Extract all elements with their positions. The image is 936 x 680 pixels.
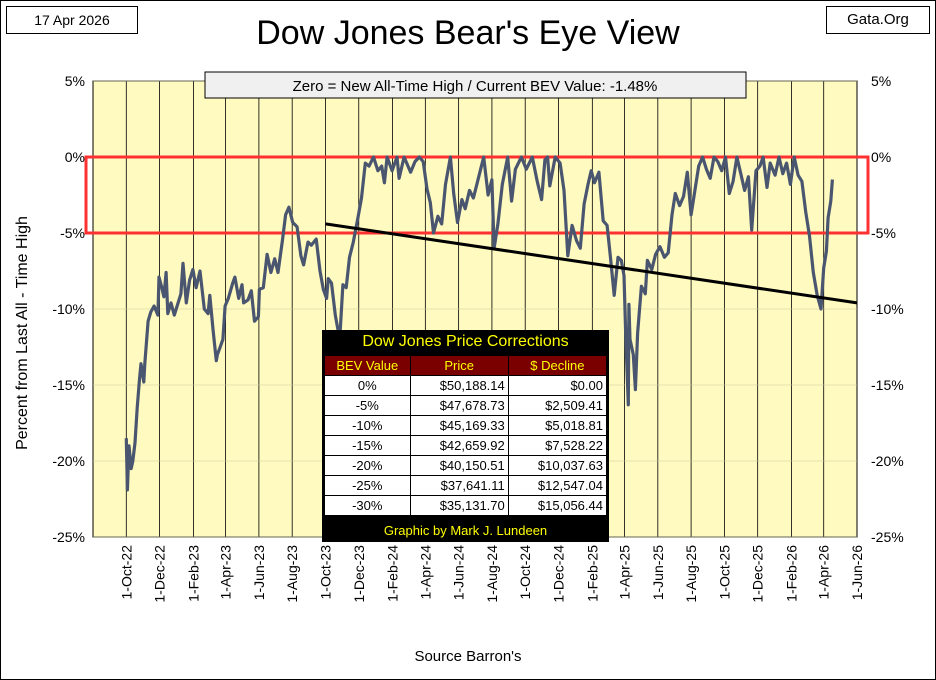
- y-tick-label-right: 5%: [871, 73, 891, 89]
- table-cell: $50,188.14: [409, 375, 509, 396]
- table-cell: $0.00: [507, 375, 608, 396]
- x-tick-label: 1-Jun-23: [251, 545, 267, 600]
- source-label: Source Barron's: [414, 648, 522, 665]
- table-row: -25% $37,641.11 $12,547.04: [324, 475, 608, 496]
- table-cell: $45,169.33: [409, 415, 509, 436]
- table-cell: -5%: [324, 395, 411, 416]
- corrections-table: Dow Jones Price Corrections BEV Value Pr…: [322, 330, 609, 542]
- x-tick-label: 1-Feb-26: [784, 545, 800, 602]
- table-header-bev: BEV Value: [324, 355, 411, 376]
- x-tick-label: 1-Jun-24: [451, 545, 467, 600]
- x-tick-label: 1-Dec-24: [550, 545, 566, 603]
- x-tick-label: 1-Feb-24: [385, 545, 401, 602]
- x-tick-label: 1-Apr-23: [218, 545, 234, 600]
- chart-subtitle: Zero = New All-Time High / Current BEV V…: [293, 78, 658, 95]
- x-tick-label: 1-Dec-23: [351, 545, 367, 603]
- x-tick-label: 1-Apr-26: [816, 545, 832, 600]
- table-cell: -15%: [324, 435, 411, 456]
- table-cell: -25%: [324, 475, 411, 496]
- x-tick-label: 1-Oct-25: [716, 545, 732, 600]
- x-tick-label: 1-Aug-23: [284, 545, 300, 603]
- subtitle-box: Zero = New All-Time High / Current BEV V…: [204, 71, 747, 99]
- table-title: Dow Jones Price Corrections: [362, 333, 569, 350]
- y-tick-label-right: -25%: [871, 529, 904, 545]
- x-tick-label: 1-Apr-24: [417, 545, 433, 600]
- table-cell: $37,641.11: [409, 475, 509, 496]
- x-tick-label: 1-Oct-24: [517, 545, 533, 600]
- x-tick-label: 1-Dec-25: [750, 545, 766, 603]
- table-cell: $2,509.41: [507, 395, 608, 416]
- x-tick-label: 1-Feb-25: [584, 545, 600, 602]
- table-cell: 0%: [324, 375, 411, 396]
- x-tick-label: 1-Aug-25: [683, 545, 699, 603]
- x-tick-label: 1-Jun-26: [849, 545, 865, 600]
- table-cell: -10%: [324, 415, 411, 436]
- y-tick-label-right: -5%: [871, 225, 896, 241]
- y-tick-label: 0%: [65, 149, 85, 165]
- table-cell: $15,056.44: [507, 495, 608, 516]
- table-cell: $40,150.51: [409, 455, 509, 476]
- y-tick-label: -15%: [52, 377, 85, 393]
- x-tick-label: 1-Apr-25: [617, 545, 633, 600]
- y-tick-label: -25%: [52, 529, 85, 545]
- table-header-price: Price: [409, 355, 509, 376]
- zero-to-minus5-band: [84, 155, 870, 235]
- y-tick-label-right: -20%: [871, 453, 904, 469]
- y-axis-right: 5% 0% -5% -10% -15% -20% -25%: [871, 73, 904, 545]
- x-tick-label: 1-Oct-22: [118, 545, 134, 600]
- table-header-decline: $ Decline: [507, 355, 608, 376]
- table-cell: $7,528.22: [507, 435, 608, 456]
- y-tick-label-right: -10%: [871, 301, 904, 317]
- x-tick-label: 1-Jun-25: [650, 545, 666, 600]
- y-tick-label-right: -15%: [871, 377, 904, 393]
- table-cell: $5,018.81: [507, 415, 608, 436]
- bev-line: [124, 155, 834, 492]
- table-row: -10% $45,169.33 $5,018.81: [324, 415, 608, 436]
- x-tick-label: 1-Dec-22: [152, 545, 168, 603]
- trend-line: [325, 222, 858, 305]
- table-cell: $12,547.04: [507, 475, 608, 496]
- trendline: [325, 222, 858, 305]
- y-tick-label: -10%: [52, 301, 85, 317]
- y-tick-label: -5%: [60, 225, 85, 241]
- table-cell: $42,659.92: [409, 435, 509, 456]
- x-tick-label: 1-Oct-23: [317, 545, 333, 600]
- x-axis: 1-Oct-22 1-Dec-22 1-Feb-23 1-Apr-23 1-Jun-23…: [118, 545, 865, 603]
- y-axis-left: 5% 0% -5% -10% -15% -20% -25%: [52, 73, 85, 545]
- corrections-grid: BEV Value Price $ Decline 0% $50,188.14 …: [324, 355, 608, 516]
- y-tick-label: -20%: [52, 453, 85, 469]
- table-row: -5% $47,678.73 $2,509.41: [324, 395, 608, 416]
- table-row: -20% $40,150.51 $10,037.63: [324, 455, 608, 476]
- bev-series: [124, 155, 834, 492]
- date-box: 17 Apr 2026: [6, 6, 138, 34]
- table-cell: -20%: [324, 455, 411, 476]
- correction-band-outline: [84, 155, 870, 235]
- y-tick-label: 5%: [65, 73, 85, 89]
- table-row: 0% $50,188.14 $0.00: [324, 375, 608, 396]
- table-cell: $47,678.73: [409, 395, 509, 416]
- site-box: Gata.Org: [826, 6, 930, 34]
- table-cell: $35,131.70: [409, 495, 509, 516]
- y-axis-label: Percent from Last All - Time High: [14, 216, 31, 450]
- table-row: -30% $35,131.70 $15,056.44: [324, 495, 608, 516]
- chart-title: Dow Jones Bear's Eye View: [256, 14, 680, 52]
- y-tick-label-right: 0%: [871, 149, 891, 165]
- x-tick-label: 1-Feb-23: [185, 545, 201, 602]
- x-tick-label: 1-Aug-24: [484, 545, 500, 603]
- table-cell: -30%: [324, 495, 411, 516]
- table-row: -15% $42,659.92 $7,528.22: [324, 435, 608, 456]
- table-cell: $10,037.63: [507, 455, 608, 476]
- table-footer: Graphic by Mark J. Lundeen: [383, 523, 548, 538]
